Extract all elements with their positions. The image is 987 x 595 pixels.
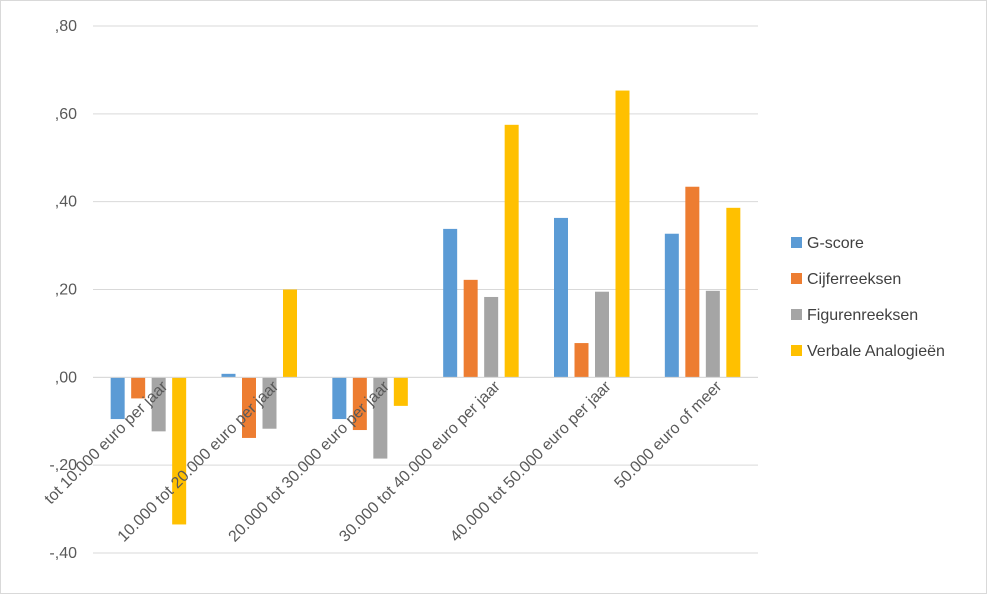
y-tick-label: ,00 — [55, 369, 77, 386]
legend-swatch — [791, 237, 802, 248]
bar-verbale-analogie-n-2 — [393, 377, 408, 406]
bar-g-score-3 — [443, 228, 458, 378]
bar-verbale-analogie-n-3 — [504, 124, 519, 378]
bar-g-score-5 — [664, 233, 679, 378]
bar-verbale-analogie-n-0 — [172, 377, 187, 525]
bar-verbale-analogie-n-4 — [615, 90, 630, 378]
legend-swatch — [791, 309, 802, 320]
bar-cijferreeksen-3 — [463, 279, 478, 378]
bar-cijferreeksen-5 — [685, 186, 700, 378]
legend-label: Cijferreeksen — [807, 271, 901, 288]
y-tick-label: ,40 — [55, 194, 77, 211]
legend-label: G-score — [807, 235, 864, 252]
bar-figurenreeksen-1 — [262, 377, 277, 429]
y-tick-label: ,60 — [55, 106, 77, 123]
bar-figurenreeksen-2 — [373, 377, 388, 459]
y-tick-label: -,20 — [49, 457, 77, 474]
y-tick-label: ,80 — [55, 18, 77, 35]
bar-g-score-1 — [221, 373, 236, 378]
category-label: 50.000 euro of meer — [612, 378, 726, 492]
bars — [110, 90, 741, 525]
y-tick-label: ,20 — [55, 282, 77, 299]
y-tick-label: -,40 — [49, 545, 77, 562]
bar-cijferreeksen-1 — [242, 377, 256, 438]
bar-figurenreeksen-0 — [151, 377, 166, 432]
legend-swatch — [791, 345, 802, 356]
bar-figurenreeksen-3 — [484, 296, 499, 378]
legend-label: Verbale Analogieën — [807, 343, 945, 360]
bar-cijferreeksen-0 — [131, 377, 146, 399]
bar-g-score-2 — [332, 377, 347, 420]
bar-figurenreeksen-5 — [705, 290, 720, 378]
category-label: tot 10.000 euro per jaar — [42, 378, 172, 508]
bar-verbale-analogie-n-1 — [283, 289, 297, 378]
bar-g-score-0 — [110, 377, 125, 420]
bar-cijferreeksen-4 — [574, 343, 589, 378]
legend-swatch — [791, 273, 802, 284]
bar-figurenreeksen-4 — [595, 291, 609, 378]
legend: G-score Cijferreeksen Figurenreeksen Verbal… — [791, 235, 945, 360]
bar-cijferreeksen-2 — [352, 377, 367, 431]
y-axis-tick-labels: -,40 -,20 ,00 ,20 ,40 ,60 ,80 — [49, 18, 77, 562]
legend-label: Figurenreeksen — [807, 307, 918, 324]
bar-verbale-analogie-n-5 — [726, 207, 741, 378]
bar-g-score-4 — [554, 217, 568, 378]
